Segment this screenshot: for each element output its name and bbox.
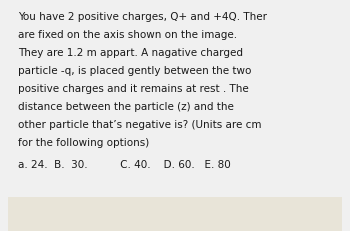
Text: other particle that’s negative is? (Units are cm: other particle that’s negative is? (Unit… xyxy=(18,119,261,129)
Text: for the following options): for the following options) xyxy=(18,137,149,147)
Text: a. 24.  B.  30.          C. 40.    D. 60.   E. 80: a. 24. B. 30. C. 40. D. 60. E. 80 xyxy=(18,159,231,169)
Text: particle -q, is placed gently between the two: particle -q, is placed gently between th… xyxy=(18,66,251,76)
Text: They are 1.2 m appart. A nagative charged: They are 1.2 m appart. A nagative charge… xyxy=(18,48,243,58)
Bar xyxy=(8,197,342,231)
Text: positive charges and it remains at rest . The: positive charges and it remains at rest … xyxy=(18,84,249,94)
Text: are fixed on the axis shown on the image.: are fixed on the axis shown on the image… xyxy=(18,30,237,40)
Text: You have 2 positive charges, Q+ and +4Q. Ther: You have 2 positive charges, Q+ and +4Q.… xyxy=(18,12,267,22)
Text: distance between the particle (z) and the: distance between the particle (z) and th… xyxy=(18,102,234,112)
